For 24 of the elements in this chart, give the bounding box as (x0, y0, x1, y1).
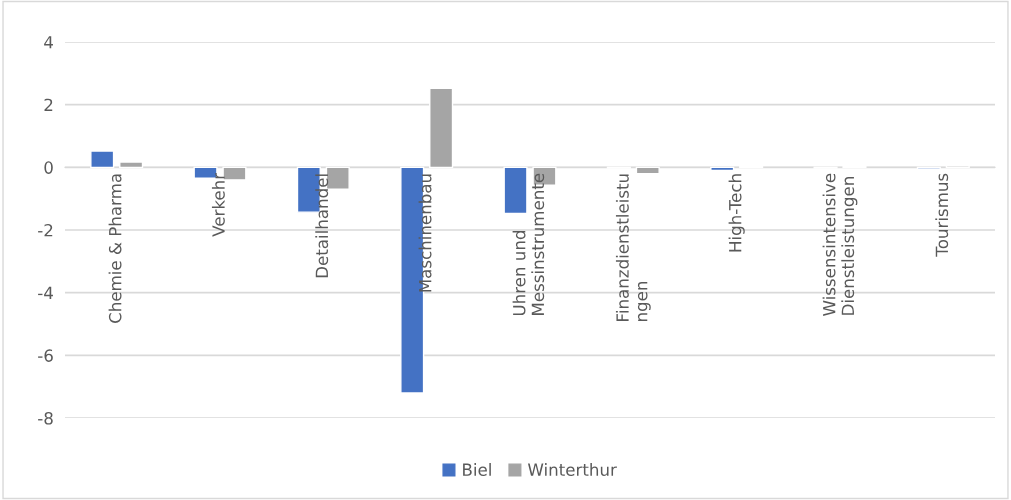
x-tick-label: Chemie & Pharma (108, 174, 122, 323)
y-tick-label: -4 (38, 286, 53, 299)
x-tick-label: Wissensintensive Dienstleistungen (822, 173, 858, 316)
x-tick-label: Detailhandel (315, 174, 329, 278)
legend-label: Biel (463, 463, 491, 476)
x-tick-label: Maschinenbau (418, 174, 432, 292)
y-tick-label: -8 (38, 411, 53, 425)
bar (635, 166, 660, 175)
bar (90, 150, 115, 169)
legend-label: Winterthur (527, 463, 617, 476)
x-tick-label: Finanzdienstleistu ngen (615, 174, 651, 322)
y-tick-label: -6 (38, 349, 53, 362)
bar (710, 166, 735, 172)
bar (503, 166, 528, 215)
x-tick-label: Uhren und Messinstrumente (512, 173, 545, 316)
y-tick-label: 4 (44, 36, 53, 49)
bar (429, 87, 454, 169)
x-tick-label: Verkehr (211, 172, 225, 237)
y-tick-label: 0 (44, 161, 53, 174)
x-tick-label: Tourismus (935, 173, 949, 257)
y-tick-label: -2 (38, 223, 53, 237)
x-tick-label: High-Tech (728, 174, 745, 252)
y-tick-label: 2 (44, 98, 53, 111)
bar (119, 161, 144, 169)
